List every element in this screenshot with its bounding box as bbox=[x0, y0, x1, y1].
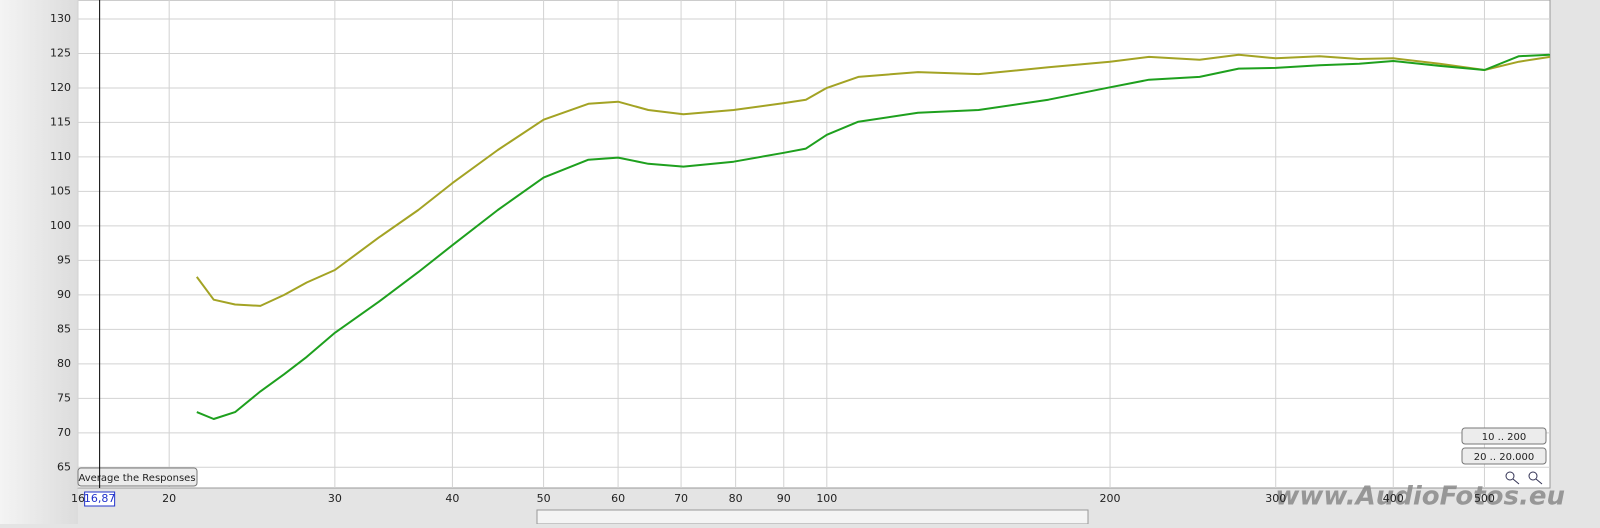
x-tick-label: 500 bbox=[1474, 492, 1495, 505]
range-button[interactable]: 20 .. 20.000 bbox=[1461, 447, 1547, 465]
y-tick-label: 75 bbox=[57, 391, 71, 404]
range-button[interactable]: 10 .. 200 bbox=[1461, 427, 1547, 445]
y-tick-label: 120 bbox=[50, 81, 71, 94]
y-tick-label: 105 bbox=[50, 184, 71, 197]
x-tick-label: 60 bbox=[611, 492, 625, 505]
x-tick-label: 50 bbox=[537, 492, 551, 505]
plot-area bbox=[77, 0, 1551, 489]
y-tick-label: 125 bbox=[50, 46, 71, 59]
y-tick-label: 95 bbox=[57, 253, 71, 266]
y-tick-label: 90 bbox=[57, 288, 71, 301]
left-margin bbox=[0, 0, 78, 524]
series-line bbox=[195, 53, 1551, 307]
button-frame bbox=[77, 467, 198, 487]
average-button[interactable]: Average the Responses bbox=[77, 467, 198, 487]
y-tick-label: 110 bbox=[50, 150, 71, 163]
x-tick-label: 400 bbox=[1383, 492, 1404, 505]
x-tick-label: 70 bbox=[674, 492, 688, 505]
button-label: Average the Responses bbox=[78, 473, 195, 484]
x-tick-label: 100 bbox=[816, 492, 837, 505]
x-tick-label: 300 bbox=[1265, 492, 1286, 505]
y-tick-label: 70 bbox=[57, 426, 71, 439]
x-tick-label: 20 bbox=[162, 492, 176, 505]
x-tick-label: 90 bbox=[777, 492, 791, 505]
watermark: www.AudioFotos.eu bbox=[1275, 482, 1565, 512]
x-tick-label: 200 bbox=[1100, 492, 1121, 505]
x-tick-label: 30 bbox=[328, 492, 342, 505]
x-tick-label: 16 bbox=[71, 492, 85, 505]
cursor-box bbox=[84, 491, 116, 507]
y-tick-label: 130 bbox=[50, 12, 71, 25]
y-tick-label: 80 bbox=[57, 357, 71, 370]
cursor-label: 16,87 bbox=[84, 492, 116, 505]
button-frame bbox=[1461, 427, 1547, 445]
scrollbar[interactable] bbox=[536, 509, 1089, 525]
x-tick-label: 80 bbox=[729, 492, 743, 505]
series-line bbox=[196, 53, 1551, 420]
y-tick-label: 65 bbox=[57, 460, 71, 473]
button-label: 20 .. 20.000 bbox=[1474, 452, 1534, 463]
x-tick-label: 40 bbox=[445, 492, 459, 505]
button-label: 10 .. 200 bbox=[1482, 432, 1527, 443]
y-tick-label: 85 bbox=[57, 322, 71, 335]
y-tick-label: 115 bbox=[50, 115, 71, 128]
zoom-icons[interactable] bbox=[1505, 471, 1543, 485]
button-frame bbox=[1461, 447, 1547, 465]
y-tick-label: 100 bbox=[50, 219, 71, 232]
